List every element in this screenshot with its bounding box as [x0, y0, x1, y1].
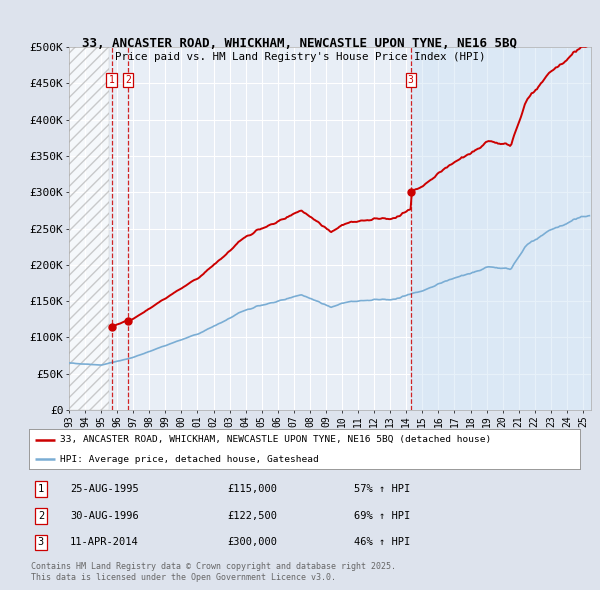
Text: 33, ANCASTER ROAD, WHICKHAM, NEWCASTLE UPON TYNE, NE16 5BQ (detached house): 33, ANCASTER ROAD, WHICKHAM, NEWCASTLE U…	[60, 435, 491, 444]
Text: £300,000: £300,000	[227, 537, 277, 548]
Text: Price paid vs. HM Land Registry's House Price Index (HPI): Price paid vs. HM Land Registry's House …	[115, 52, 485, 62]
Bar	[411, 47, 591, 410]
Text: 11-APR-2014: 11-APR-2014	[70, 537, 139, 548]
Text: £115,000: £115,000	[227, 484, 277, 494]
Text: 1: 1	[38, 484, 44, 494]
Bar	[69, 47, 109, 410]
Text: 69% ↑ HPI: 69% ↑ HPI	[354, 511, 410, 520]
Text: 2: 2	[38, 511, 44, 520]
Text: 1: 1	[109, 75, 115, 85]
Text: 30-AUG-1996: 30-AUG-1996	[70, 511, 139, 520]
Text: 2: 2	[125, 75, 131, 85]
Text: 46% ↑ HPI: 46% ↑ HPI	[354, 537, 410, 548]
Text: 3: 3	[408, 75, 414, 85]
Text: 25-AUG-1995: 25-AUG-1995	[70, 484, 139, 494]
Text: Contains HM Land Registry data © Crown copyright and database right 2025.
This d: Contains HM Land Registry data © Crown c…	[31, 562, 396, 582]
Text: 33, ANCASTER ROAD, WHICKHAM, NEWCASTLE UPON TYNE, NE16 5BQ: 33, ANCASTER ROAD, WHICKHAM, NEWCASTLE U…	[83, 38, 517, 51]
Text: 3: 3	[38, 537, 44, 548]
Text: 57% ↑ HPI: 57% ↑ HPI	[354, 484, 410, 494]
Text: HPI: Average price, detached house, Gateshead: HPI: Average price, detached house, Gate…	[60, 454, 319, 464]
Text: £122,500: £122,500	[227, 511, 277, 520]
